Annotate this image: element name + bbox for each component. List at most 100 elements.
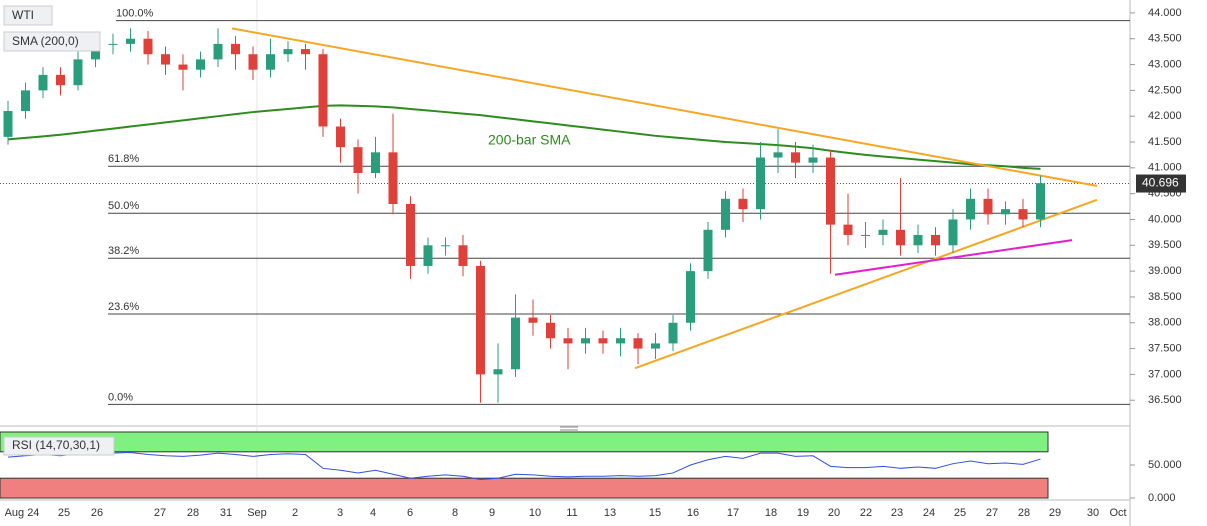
candle-body [336,126,345,148]
rsi-tick-label: 50.000 [1148,459,1182,471]
rsi-tick-label: 0.000 [1148,492,1176,504]
fib-label: 0.0% [108,391,133,403]
x-tick-label: 19 [797,507,809,519]
x-tick-label: 3 [337,507,343,519]
candle-body [108,43,118,45]
candle-body [703,229,713,272]
rsi-box [3,436,115,456]
x-tick-label: 27 [986,507,998,519]
y-tick-label: 38.000 [1148,317,1182,329]
plot: 100.0% 61.8% 50.0% 38.2% 23.6% 0.0% [0,8,1130,499]
candle-body [126,38,135,44]
x-tick-label: 4 [370,507,376,519]
candle-body [668,322,678,344]
candle-body [738,198,748,210]
candle-body [878,229,888,235]
rsi-overbought-band [0,431,1049,453]
x-tick-label: 28 [187,507,199,519]
candle-body [73,59,83,86]
candle-body [1001,209,1010,215]
candle-body [1018,209,1028,220]
candle-body [791,152,800,163]
candle-body [896,229,905,246]
x-tick-label: 8 [452,507,458,519]
fib-label: 61.8% [108,153,139,165]
fib-label: 50.0% [108,200,139,212]
x-tick-label: 25 [58,507,70,519]
candle-body [528,317,538,323]
chart-title: WTI [12,8,34,22]
candle-body [756,157,765,210]
x-tick-label: 23 [891,507,903,519]
x-tick-label: 29 [1049,507,1061,519]
candle-body [773,152,783,158]
x-tick-label: 2 [292,507,298,519]
candle-body [91,43,100,60]
x-tick-label: 25 [954,507,966,519]
x-tick-label: Sep [247,507,267,519]
y-tick-label: 37.000 [1148,368,1182,380]
sma-annotation: 200-bar SMA [488,132,571,148]
candle-body [178,64,188,70]
x-tick-label: 31 [220,507,232,519]
trend-line [231,27,1098,187]
x-tick-label: 28 [1018,507,1030,519]
candle-body [476,265,485,375]
y-tick-label: 41.000 [1148,162,1182,174]
y-tick-label: 42.000 [1148,110,1182,122]
candle-body [231,43,240,55]
candle-body [861,234,870,236]
y-tick-label: 36.500 [1148,394,1182,406]
x-tick-label: 24 [923,507,935,519]
x-tick-label: 6 [407,507,413,519]
candle-body [388,152,398,204]
candle-body [441,245,450,247]
indicator-label: SMA (200,0) [12,34,79,48]
candle-body [633,338,643,349]
y-tick-label: 41.500 [1148,136,1182,148]
x-tick-label: 22 [860,507,872,519]
candle-body [581,338,590,344]
y-tick-label: 39.500 [1148,239,1182,251]
trend-line [634,198,1098,370]
x-tick-label: 9 [489,507,495,519]
candle-body [686,271,695,323]
candle-body [563,338,573,344]
rsi-label: RSI (14,70,30,1) [12,438,100,452]
rsi-oversold-band [0,477,1049,499]
y-tick-label: 38.500 [1148,291,1182,303]
candle-body [248,54,258,70]
y-tick-label: 39.000 [1148,265,1182,277]
candle-body [283,49,293,55]
x-tick-label: 30 [1087,507,1099,519]
candle-body [56,74,65,86]
fib-label: 23.6% [108,301,139,313]
x-tick-label: 18 [765,507,777,519]
candle-body [843,224,853,235]
rsi-line [7,451,1041,481]
candle-body [546,322,555,339]
candle-body [598,338,608,344]
candle-body [808,157,818,163]
candle-body [266,54,275,70]
candle-body [721,198,730,230]
candle-body [353,147,363,173]
trend-line [834,239,1073,276]
candle-body [318,54,328,127]
candle-body [931,234,940,246]
indicator-box [3,31,101,52]
candle-body [948,219,958,246]
last-price-box [1136,174,1186,193]
y-tick-label: 37.500 [1148,342,1182,354]
x-tick-label: 13 [604,507,616,519]
fib-label: 38.2% [108,245,139,257]
candle-body [616,338,625,344]
x-tick-label: Oct [1109,507,1126,519]
y-tick-label: 40.000 [1148,213,1182,225]
candle-body [301,49,310,55]
y-tick-label: 43.000 [1148,58,1182,70]
candle-body [983,198,993,215]
x-tick-label: 11 [566,507,577,519]
candle-body [38,74,48,91]
